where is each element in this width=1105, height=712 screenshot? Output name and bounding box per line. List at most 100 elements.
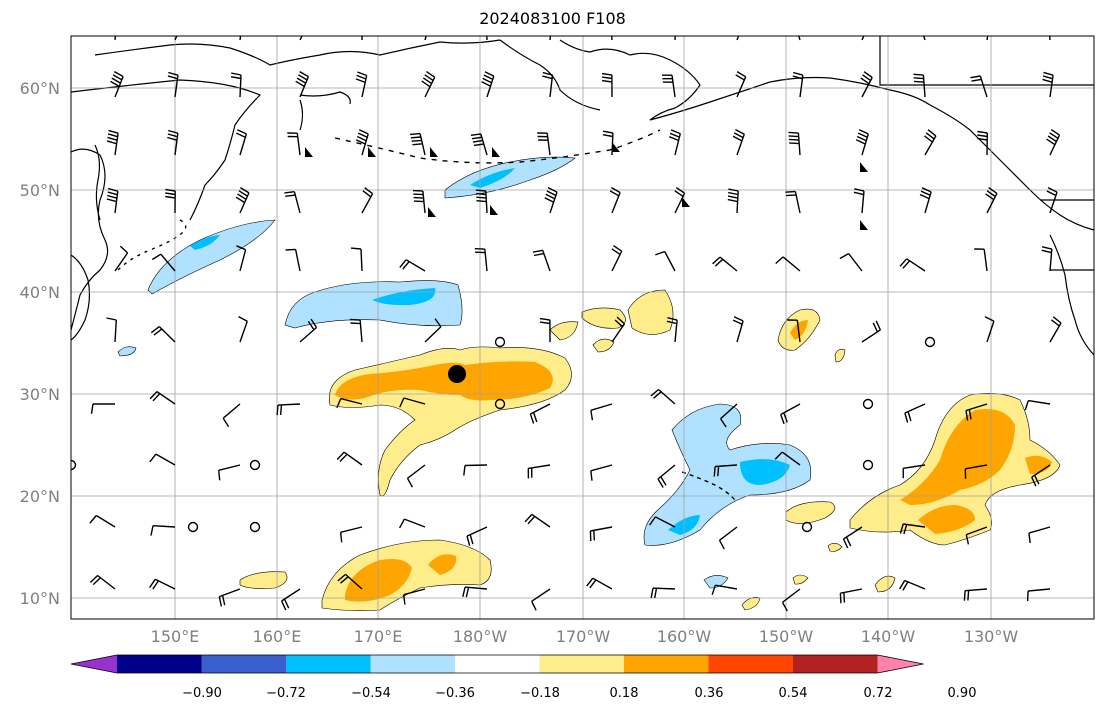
negative-region-aleutian <box>444 156 576 199</box>
colorbar-tick-label: 0.54 <box>779 686 808 701</box>
wind-barb <box>899 523 926 535</box>
wind-barb <box>1026 588 1051 602</box>
wind-barb <box>965 526 988 545</box>
wind-barb <box>218 588 241 607</box>
wind-barb <box>898 579 926 591</box>
negative-core-aleutian <box>470 168 515 188</box>
wind-barb <box>650 587 676 599</box>
lon-label: 170°W <box>556 627 611 646</box>
wind-barb <box>106 129 119 156</box>
wind-barb <box>424 318 442 343</box>
colorbar-segment <box>201 655 287 673</box>
wind-barb <box>421 71 436 98</box>
positive-spot-2 <box>627 289 674 335</box>
wind-barb <box>336 451 363 466</box>
lon-label: 160°E <box>253 627 302 646</box>
wind-barb <box>970 75 988 98</box>
wind-barb <box>611 245 623 272</box>
positive-core-central <box>335 361 553 401</box>
wind-barb <box>1028 526 1051 544</box>
wind-barb <box>532 249 551 272</box>
wind-barb <box>542 71 554 98</box>
wind-barb-pennant <box>368 147 376 157</box>
wind-barb <box>649 516 676 528</box>
colorbar-segment <box>286 655 371 673</box>
wind-barb <box>537 132 551 156</box>
positive-spot-7 <box>239 571 288 589</box>
colorbar-tick-label: 0.18 <box>610 686 639 701</box>
colorbar-extend-high <box>877 655 924 673</box>
wind-barb <box>984 316 995 343</box>
positive-spot-6 <box>785 501 836 524</box>
wind-barb <box>711 584 738 595</box>
wind-barb <box>712 256 738 272</box>
wind-barb <box>655 250 676 272</box>
wind-barb-pennant <box>430 147 438 157</box>
wind-barb <box>775 256 801 272</box>
colorbar-segment <box>539 655 625 673</box>
wind-barb <box>666 317 678 343</box>
negative-core-hawaii <box>740 459 790 485</box>
wind-barb <box>839 588 863 604</box>
wind-barb <box>295 70 310 98</box>
anomaly-fields <box>117 156 1061 611</box>
wind-barb <box>236 129 248 156</box>
wind-barb <box>474 248 488 272</box>
colorbar <box>70 654 924 674</box>
lat-label: 60°N <box>20 79 60 98</box>
plot-title: 2024083100 F108 <box>479 9 626 28</box>
colorbar-tick-label: −0.54 <box>351 686 391 701</box>
wind-barb <box>235 187 250 214</box>
wind-barb <box>963 588 988 601</box>
wind-barb <box>590 464 613 481</box>
coast-japan <box>71 254 91 341</box>
wind-barb <box>839 252 863 272</box>
colorbar-extend-low <box>71 655 117 673</box>
wind-barb <box>481 71 495 98</box>
wind-barb <box>735 71 747 98</box>
colorbar-tick-label: −0.90 <box>182 686 222 701</box>
wind-barb <box>355 129 369 156</box>
wind-barb <box>774 451 801 466</box>
lat-label: 20°N <box>20 487 60 506</box>
wind-barb <box>965 403 988 421</box>
coast-bc-border <box>1040 199 1094 271</box>
wind-barb <box>977 130 988 156</box>
wind-barb <box>285 248 301 272</box>
wind-barb <box>781 588 801 612</box>
island-chains <box>117 129 736 501</box>
calm-wind-markers <box>71 336 936 533</box>
positive-core-south-2 <box>428 554 457 575</box>
coast-islands-bristol <box>299 99 304 131</box>
wind-barb <box>736 36 740 41</box>
wind-barb-pennant <box>492 147 500 157</box>
negative-spot-west <box>117 346 137 357</box>
wind-barb <box>174 36 178 41</box>
colorbar-segment <box>117 655 202 673</box>
wind-barb <box>902 464 926 479</box>
wind-barb <box>406 464 426 488</box>
wind-barb <box>151 253 176 272</box>
colorbar-tick-label: −0.36 <box>435 686 475 701</box>
wind-barb <box>106 317 117 343</box>
wind-barb <box>524 513 551 528</box>
wind-barb <box>149 578 176 590</box>
longitude-labels: 150°E 160°E 170°E 180°W 170°W 160°W 150°… <box>151 627 1019 646</box>
wind-barb <box>287 132 301 156</box>
lon-label: 170°E <box>354 627 403 646</box>
positive-spot-11 <box>827 542 843 552</box>
wind-barb-pennant <box>860 162 868 172</box>
wind-barb <box>785 190 801 214</box>
wind-barb <box>463 464 488 476</box>
lon-label: 150°E <box>151 627 200 646</box>
wind-barb <box>842 526 863 549</box>
positive-spot-9 <box>874 575 896 593</box>
positive-spot-10 <box>792 574 809 585</box>
wind-barb <box>669 129 681 156</box>
coast-st-lawrence <box>299 91 351 105</box>
wind-barb <box>718 526 738 550</box>
wind-barb <box>662 74 676 98</box>
wind-barb <box>924 129 937 156</box>
wind-barb <box>222 403 241 428</box>
